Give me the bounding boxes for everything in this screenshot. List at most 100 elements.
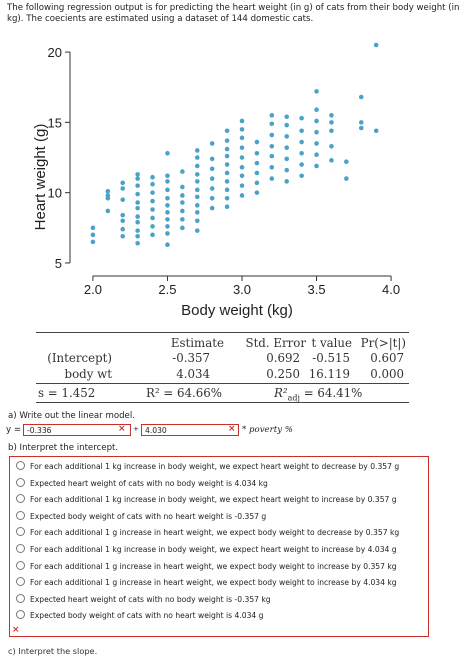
- plot-points: [90, 42, 379, 247]
- cell-std-error: 0.692: [266, 351, 300, 365]
- data-point: [224, 170, 230, 176]
- data-point: [299, 150, 304, 156]
- data-point: [120, 226, 126, 232]
- data-point: [120, 212, 126, 218]
- header-estimate: Estimate: [170, 336, 224, 350]
- cell-p-value: 0.607: [370, 351, 404, 365]
- data-point: [135, 176, 140, 181]
- row-term: body wt: [64, 367, 112, 381]
- data-point: [284, 179, 290, 184]
- data-point: [180, 200, 185, 205]
- data-point: [194, 194, 200, 200]
- data-point: [299, 139, 304, 145]
- data-point: [194, 172, 200, 177]
- problem-intro: The following regression output is for p…: [7, 3, 460, 24]
- data-point: [224, 204, 230, 210]
- radio-button[interactable]: [16, 461, 25, 470]
- data-point: [194, 187, 200, 193]
- header-t-value: t value: [311, 336, 352, 350]
- data-point: [269, 176, 275, 181]
- data-point: [269, 132, 275, 138]
- data-point: [120, 197, 126, 202]
- data-point: [314, 152, 319, 158]
- data-point: [105, 188, 111, 194]
- data-point: [254, 160, 260, 166]
- data-point: [165, 242, 170, 247]
- data-point: [165, 150, 170, 156]
- slope-wrong-icon: ×: [228, 424, 236, 434]
- intercept-input[interactable]: -0.336: [23, 424, 131, 436]
- data-point: [314, 163, 319, 169]
- x-axis-label: Body weight (kg): [181, 302, 293, 319]
- data-point: [209, 156, 215, 162]
- radio-button[interactable]: [16, 544, 25, 553]
- data-point: [194, 148, 200, 153]
- radio-button[interactable]: [16, 560, 25, 570]
- choice-option[interactable]: Expected body weight of cats with no hea…: [16, 510, 266, 524]
- row-term: (Intercept): [47, 351, 112, 365]
- choice-text: For each additional 1 g increase in hear…: [30, 578, 397, 588]
- radio-button[interactable]: [16, 494, 25, 504]
- data-point: [254, 150, 260, 156]
- data-point: [224, 128, 230, 134]
- choice-option[interactable]: For each additional 1 g increase in hear…: [16, 560, 397, 574]
- radio-button[interactable]: [16, 510, 25, 520]
- slope-input[interactable]: 4.030: [141, 424, 239, 436]
- data-point: [120, 218, 126, 224]
- y-tick-label: 5: [55, 256, 62, 271]
- data-point: [269, 153, 275, 159]
- data-point: [314, 141, 319, 146]
- cell-p-value: 0.000: [370, 367, 404, 381]
- data-point: [150, 174, 155, 180]
- data-point: [165, 179, 170, 184]
- data-point: [180, 217, 185, 222]
- data-point: [209, 205, 215, 211]
- choice-option[interactable]: For each additional 1 kg increase in bod…: [16, 493, 397, 507]
- data-point: [194, 210, 200, 215]
- data-point: [135, 183, 140, 188]
- data-point: [165, 203, 170, 208]
- data-point: [239, 193, 245, 198]
- radio-button[interactable]: [16, 610, 25, 620]
- data-point: [150, 224, 155, 229]
- data-point: [329, 143, 334, 149]
- data-point: [135, 233, 140, 239]
- r2adj-subscript: adj: [287, 393, 300, 403]
- choice-option[interactable]: Expected body weight of cats with no hea…: [16, 609, 263, 623]
- data-point: [209, 186, 215, 191]
- data-point: [239, 183, 245, 188]
- radio-button[interactable]: [16, 577, 25, 587]
- choice-option[interactable]: For each additional 1 kg increase in bod…: [16, 543, 397, 557]
- data-point: [135, 228, 140, 233]
- choice-text: For each additional 1 kg increase in bod…: [30, 462, 400, 471]
- choice-option[interactable]: Expected heart weight of cats with no bo…: [16, 593, 271, 607]
- data-point: [358, 94, 364, 100]
- cell-estimate: 4.034: [176, 367, 210, 381]
- data-point: [299, 173, 304, 179]
- data-point: [120, 233, 126, 239]
- data-point: [90, 232, 96, 238]
- data-point: [344, 176, 349, 181]
- data-point: [284, 156, 290, 162]
- choice-option[interactable]: Expected heart weight of cats with no bo…: [16, 477, 268, 491]
- choice-text: For each additional 1 g increase in hear…: [30, 561, 397, 571]
- radio-button[interactable]: [16, 593, 25, 603]
- data-point: [90, 239, 96, 245]
- data-point: [180, 225, 185, 231]
- data-point: [299, 162, 304, 167]
- choice-option[interactable]: For each additional 1 kg increase in bod…: [16, 460, 399, 474]
- choice-text: For each additional 1 kg increase in bod…: [30, 545, 397, 554]
- x-tick-label: 4.0: [382, 282, 400, 297]
- radio-button[interactable]: [16, 477, 25, 487]
- data-point: [373, 42, 379, 48]
- x-tick-label: 2.0: [84, 282, 102, 297]
- data-point: [254, 170, 260, 176]
- data-point: [194, 179, 200, 184]
- choice-option[interactable]: For each additional 1 g increase in hear…: [16, 576, 397, 590]
- radio-button[interactable]: [16, 527, 25, 537]
- data-point: [135, 191, 140, 197]
- data-point: [239, 118, 245, 124]
- data-point: [165, 173, 170, 179]
- choice-option[interactable]: For each additional 1 g increase in hear…: [16, 526, 399, 540]
